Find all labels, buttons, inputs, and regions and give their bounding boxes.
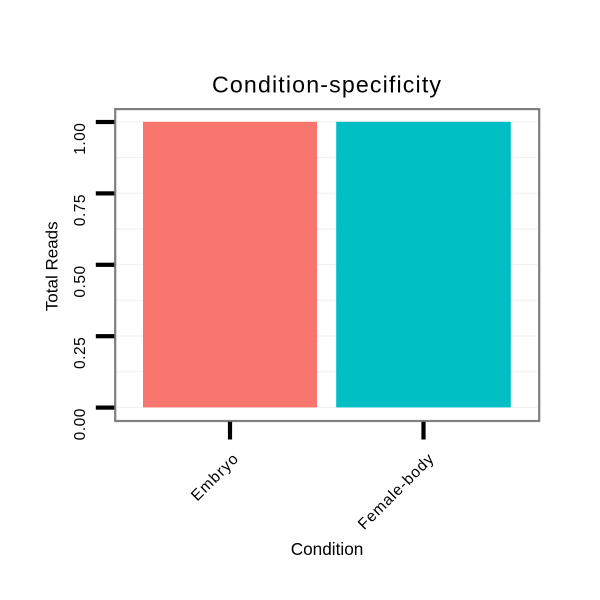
svg-text:Condition: Condition [291, 539, 364, 559]
svg-text:0.25: 0.25 [72, 337, 89, 369]
svg-text:1.00: 1.00 [72, 123, 89, 155]
svg-text:Total Reads: Total Reads [43, 221, 62, 311]
svg-text:0.50: 0.50 [72, 265, 89, 297]
svg-text:0.00: 0.00 [72, 408, 89, 440]
svg-text:0.75: 0.75 [72, 194, 89, 226]
svg-text:Condition-specificity: Condition-specificity [212, 72, 441, 98]
